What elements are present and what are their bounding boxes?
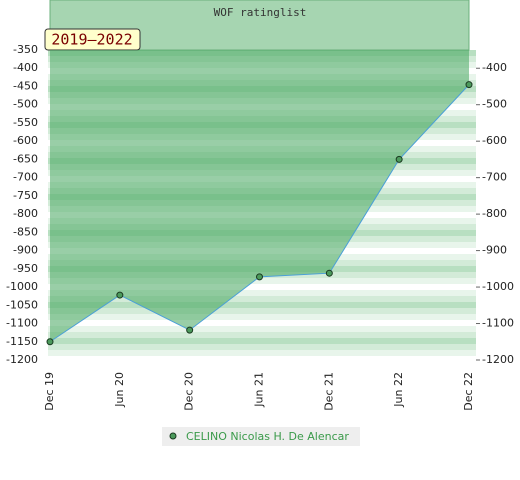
stripe (48, 326, 476, 332)
y-tick-label: -950 (13, 262, 38, 275)
y-tick-label: -1050 (6, 298, 38, 311)
stripe (48, 302, 476, 308)
stripe (48, 356, 476, 360)
legend-box (162, 427, 360, 446)
point (256, 273, 263, 281)
point (46, 338, 54, 346)
y2-tick-label: -1200 (482, 353, 514, 366)
point (465, 81, 473, 89)
y-tick-label: -1100 (6, 317, 38, 330)
x-tick-label: Dec 21 (322, 372, 335, 411)
x-tick-label: Jun 20 (113, 372, 126, 408)
y-tick-label: -1000 (6, 280, 38, 293)
y-tick-label: -450 (13, 79, 38, 92)
x-tick-label: Dec 20 (183, 372, 196, 411)
y-tick-label: -600 (13, 134, 38, 147)
y-tick-label: -1200 (6, 353, 38, 366)
y2-tick-label: -400 (482, 61, 507, 74)
x-tick-label: Dec 22 (462, 372, 475, 411)
y2-tick-label: -600 (482, 134, 507, 147)
y-tick-label: -650 (13, 152, 38, 165)
y2-tick-label: -500 (482, 98, 507, 111)
stripe (48, 338, 476, 344)
y2-tick-label: -900 (482, 244, 507, 257)
legend-marker (169, 432, 177, 440)
point (325, 269, 333, 277)
stripe (48, 290, 476, 296)
point (186, 326, 194, 334)
stripe (48, 332, 476, 338)
y-tick-label: -1150 (6, 335, 38, 348)
area-fill (50, 50, 469, 342)
y-tick-label: -400 (13, 61, 38, 74)
y-tick-label: -500 (13, 98, 38, 111)
y2-tick-label: -1100 (482, 317, 514, 330)
stripe (48, 344, 476, 350)
y-tick-label: -800 (13, 207, 38, 220)
stripe (48, 278, 476, 284)
legend-label: CELINO Nicolas H. De Alencar (186, 430, 349, 443)
point (395, 155, 403, 163)
y-tick-label: -350 (13, 43, 38, 56)
stripe (48, 320, 476, 326)
x-tick-label: Jun 21 (253, 372, 266, 408)
stripe (48, 350, 476, 356)
x-tick-label: Jun 22 (392, 372, 405, 408)
y-tick-label: -850 (13, 225, 38, 238)
chart-title: WOF ratinglist (214, 6, 307, 19)
y-tick-label: -550 (13, 116, 38, 129)
stripe (48, 284, 476, 290)
stripe (48, 308, 476, 314)
stripe (48, 314, 476, 320)
y-tick-label: -750 (13, 189, 38, 202)
y-tick-label: -900 (13, 244, 38, 257)
badge-text: 2019–2022 (51, 31, 132, 49)
y2-tick-label: -700 (482, 171, 507, 184)
point (116, 291, 124, 299)
stripe (48, 296, 476, 302)
y2-tick-label: -800 (482, 207, 507, 220)
y-tick-label: -700 (13, 171, 38, 184)
y2-tick-label: -1000 (482, 280, 514, 293)
x-tick-label: Dec 19 (43, 372, 56, 411)
